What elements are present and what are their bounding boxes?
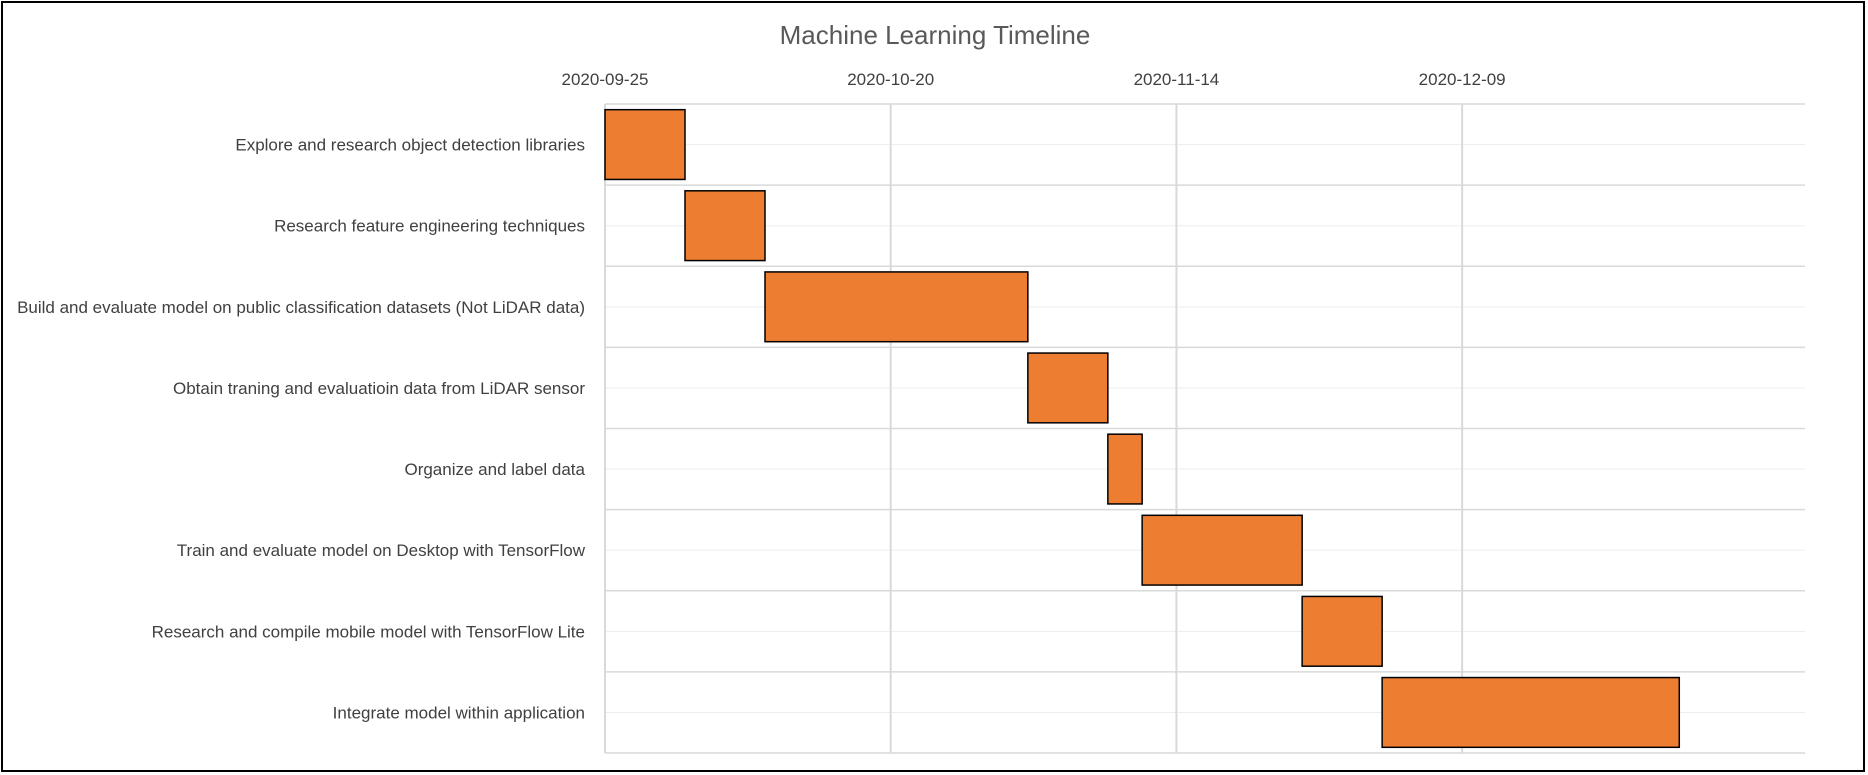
category-label: Organize and label data <box>404 460 585 479</box>
x-axis-ticks: 2020-09-25 2020-10-20 2020-11-14 2020-12-09 <box>562 70 1506 89</box>
x-tick-label: 2020-11-14 <box>1134 70 1220 89</box>
chart-title: Machine Learning Timeline <box>780 20 1091 50</box>
gantt-bar <box>1107 433 1143 505</box>
category-label: Build and evaluate model on public class… <box>17 298 585 317</box>
x-tick-label: 2020-10-20 <box>847 70 934 89</box>
x-tick-label: 2020-09-25 <box>562 70 649 89</box>
category-label: Obtain traning and evaluatioin data from… <box>173 379 585 398</box>
gantt-bar <box>604 108 686 181</box>
category-label: Train and evaluate model on Desktop with… <box>177 541 586 560</box>
category-label: Research and compile mobile model with T… <box>152 622 585 641</box>
grid-layer <box>604 103 1805 754</box>
bar-layer <box>604 108 1681 749</box>
gantt-bar <box>764 271 1029 343</box>
gantt-bar <box>1141 514 1303 586</box>
category-label: Explore and research object detection li… <box>235 136 585 155</box>
category-label: Research feature engineering techniques <box>274 217 585 236</box>
category-label: Integrate model within application <box>333 703 585 722</box>
x-tick-label: 2020-12-09 <box>1419 70 1506 89</box>
gantt-bar <box>684 190 766 262</box>
gantt-bar <box>1027 352 1109 424</box>
gantt-bar <box>1301 595 1383 667</box>
gantt-bar <box>1381 676 1681 749</box>
y-axis-categories: Explore and research object detection li… <box>17 136 586 723</box>
